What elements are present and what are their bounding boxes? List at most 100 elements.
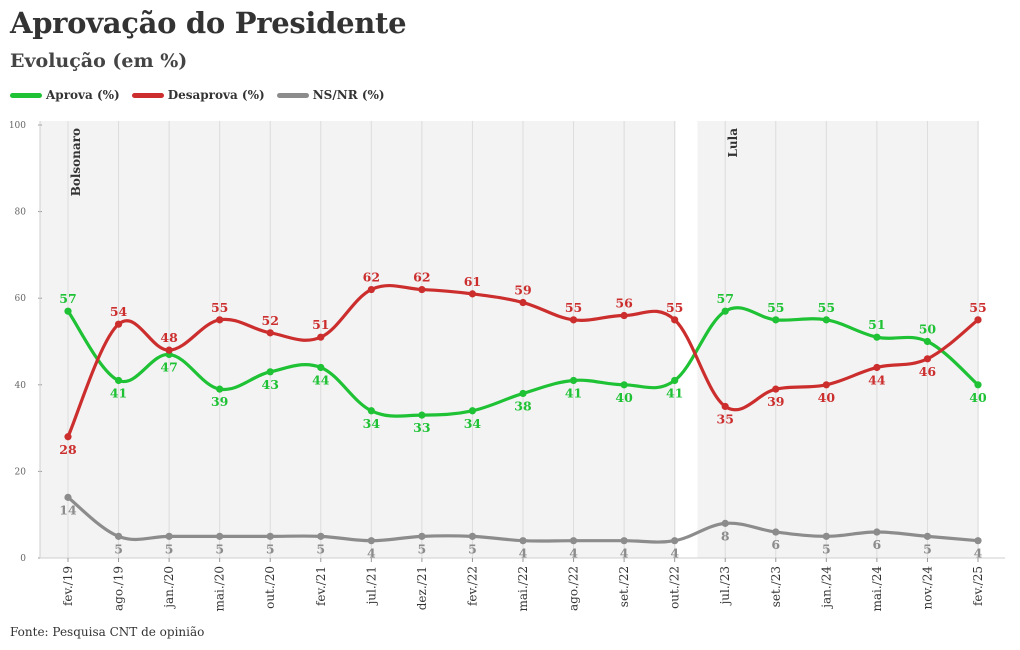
data-label-desaprova-1: 54 xyxy=(110,304,128,319)
point-desaprova-14 xyxy=(772,385,780,393)
source-note: Fonte: Pesquisa CNT de opinião xyxy=(10,625,205,639)
point-aprova-5 xyxy=(317,363,325,372)
y-tick-label-0: 0 xyxy=(20,554,26,564)
point-desaprova-8 xyxy=(468,290,477,298)
point-desaprova-9 xyxy=(519,298,527,307)
point-desaprova-12 xyxy=(671,316,679,324)
data-label-aprova-7: 33 xyxy=(413,420,430,435)
x-tick-label-13: jul./23 xyxy=(718,566,732,606)
point-nsnr-7 xyxy=(418,532,426,540)
data-label-aprova-15: 55 xyxy=(818,300,835,315)
data-label-nsnr-17: 5 xyxy=(923,541,932,556)
data-label-desaprova-2: 48 xyxy=(160,330,178,345)
point-nsnr-14 xyxy=(772,528,780,536)
data-label-nsnr-3: 5 xyxy=(215,541,224,556)
point-desaprova-1 xyxy=(114,320,123,328)
chart-subtitle: Evolução (em %) xyxy=(10,50,188,72)
data-label-desaprova-3: 55 xyxy=(211,300,228,315)
point-aprova-7 xyxy=(418,411,426,419)
point-aprova-8 xyxy=(468,407,477,415)
legend-label-desaprova: Desaprova (%) xyxy=(167,88,265,102)
data-label-desaprova-7: 62 xyxy=(413,270,430,285)
legend-swatch-aprova xyxy=(10,92,42,98)
data-label-desaprova-0: 28 xyxy=(59,442,77,457)
data-label-aprova-17: 50 xyxy=(919,322,937,337)
x-tick-label-5: fev./21 xyxy=(314,566,328,606)
point-desaprova-2 xyxy=(165,346,173,354)
x-tick-label-8: fev./22 xyxy=(465,566,479,606)
point-nsnr-13 xyxy=(721,519,729,527)
grid-lines xyxy=(67,121,979,558)
legend-item-desaprova[interactable]: Desaprova (%) xyxy=(131,88,265,102)
data-label-desaprova-13: 35 xyxy=(717,411,734,426)
data-label-desaprova-18: 55 xyxy=(969,300,986,315)
data-label-nsnr-11: 4 xyxy=(620,546,629,561)
legend: Aprova (%) Desaprova (%) NS/NR (%) xyxy=(10,88,385,102)
data-label-nsnr-8: 5 xyxy=(468,541,477,556)
x-tick-label-14: set./23 xyxy=(769,566,783,607)
point-aprova-3 xyxy=(216,385,224,393)
x-tick-label-7: dez./21 xyxy=(415,566,429,610)
legend-item-nsnr[interactable]: NS/NR (%) xyxy=(276,88,385,102)
data-label-aprova-1: 41 xyxy=(110,385,127,400)
y-tick-label-5: 100 xyxy=(9,121,26,131)
point-aprova-12 xyxy=(671,376,679,385)
point-aprova-10 xyxy=(569,376,578,385)
point-aprova-4 xyxy=(266,368,274,376)
data-label-nsnr-16: 6 xyxy=(873,537,882,552)
data-label-nsnr-9: 4 xyxy=(519,546,528,561)
point-nsnr-10 xyxy=(569,537,578,545)
data-label-aprova-10: 41 xyxy=(565,385,582,400)
legend-label-nsnr: NS/NR (%) xyxy=(312,88,385,102)
x-tick-label-4: out./20 xyxy=(263,566,277,609)
period-bands: Bolsonaro Lula xyxy=(40,121,980,558)
x-tick-label-1: ago./19 xyxy=(112,566,126,611)
data-label-aprova-14: 55 xyxy=(767,300,784,315)
data-label-nsnr-15: 5 xyxy=(822,541,831,556)
axes: 0 20 40 60 80 100 fev./19 ago./19 jan./20 mai./20… xyxy=(9,121,1005,612)
data-label-desaprova-8: 61 xyxy=(464,274,481,289)
point-desaprova-10 xyxy=(569,316,578,324)
point-aprova-18 xyxy=(974,381,982,389)
x-tick-label-0: fev./19 xyxy=(61,566,75,606)
data-label-desaprova-5: 51 xyxy=(312,317,329,332)
y-tick-label-2: 40 xyxy=(15,381,27,391)
data-label-aprova-13: 57 xyxy=(717,291,734,306)
data-label-desaprova-14: 39 xyxy=(767,394,784,409)
data-label-desaprova-15: 40 xyxy=(818,390,836,405)
x-tick-label-12: out./22 xyxy=(668,566,682,609)
data-label-aprova-8: 34 xyxy=(464,416,482,431)
data-label-aprova-11: 40 xyxy=(615,390,633,405)
point-aprova-1 xyxy=(114,376,123,385)
data-label-nsnr-14: 6 xyxy=(771,537,780,552)
legend-item-aprova[interactable]: Aprova (%) xyxy=(10,88,120,102)
x-tick-label-3: mai./20 xyxy=(213,566,227,612)
data-label-desaprova-4: 52 xyxy=(262,313,279,328)
data-label-nsnr-5: 5 xyxy=(316,541,325,556)
point-nsnr-17 xyxy=(923,532,932,540)
y-tick-label-1: 20 xyxy=(15,467,27,477)
point-nsnr-11 xyxy=(620,537,628,545)
point-aprova-9 xyxy=(519,389,527,398)
data-label-desaprova-16: 44 xyxy=(868,372,886,387)
point-nsnr-18 xyxy=(974,537,982,545)
x-tick-label-18: fev./25 xyxy=(971,566,985,606)
y-tick-label-4: 80 xyxy=(15,208,27,218)
data-label-desaprova-6: 62 xyxy=(363,270,380,285)
point-nsnr-16 xyxy=(873,528,881,536)
data-label-nsnr-4: 5 xyxy=(266,541,275,556)
point-desaprova-7 xyxy=(418,285,426,294)
point-desaprova-5 xyxy=(317,333,325,341)
point-desaprova-11 xyxy=(620,311,628,320)
point-aprova-14 xyxy=(772,316,780,324)
data-label-aprova-2: 47 xyxy=(160,359,177,374)
legend-label-aprova: Aprova (%) xyxy=(46,88,120,102)
data-label-desaprova-12: 55 xyxy=(666,300,683,315)
x-tick-label-2: jan./20 xyxy=(162,566,176,610)
point-desaprova-0 xyxy=(64,433,72,441)
x-tick-label-10: ago./22 xyxy=(567,566,581,611)
data-label-aprova-5: 44 xyxy=(312,372,330,387)
point-nsnr-2 xyxy=(165,532,173,540)
legend-swatch-nsnr xyxy=(276,92,309,98)
data-label-nsnr-7: 5 xyxy=(418,541,427,556)
